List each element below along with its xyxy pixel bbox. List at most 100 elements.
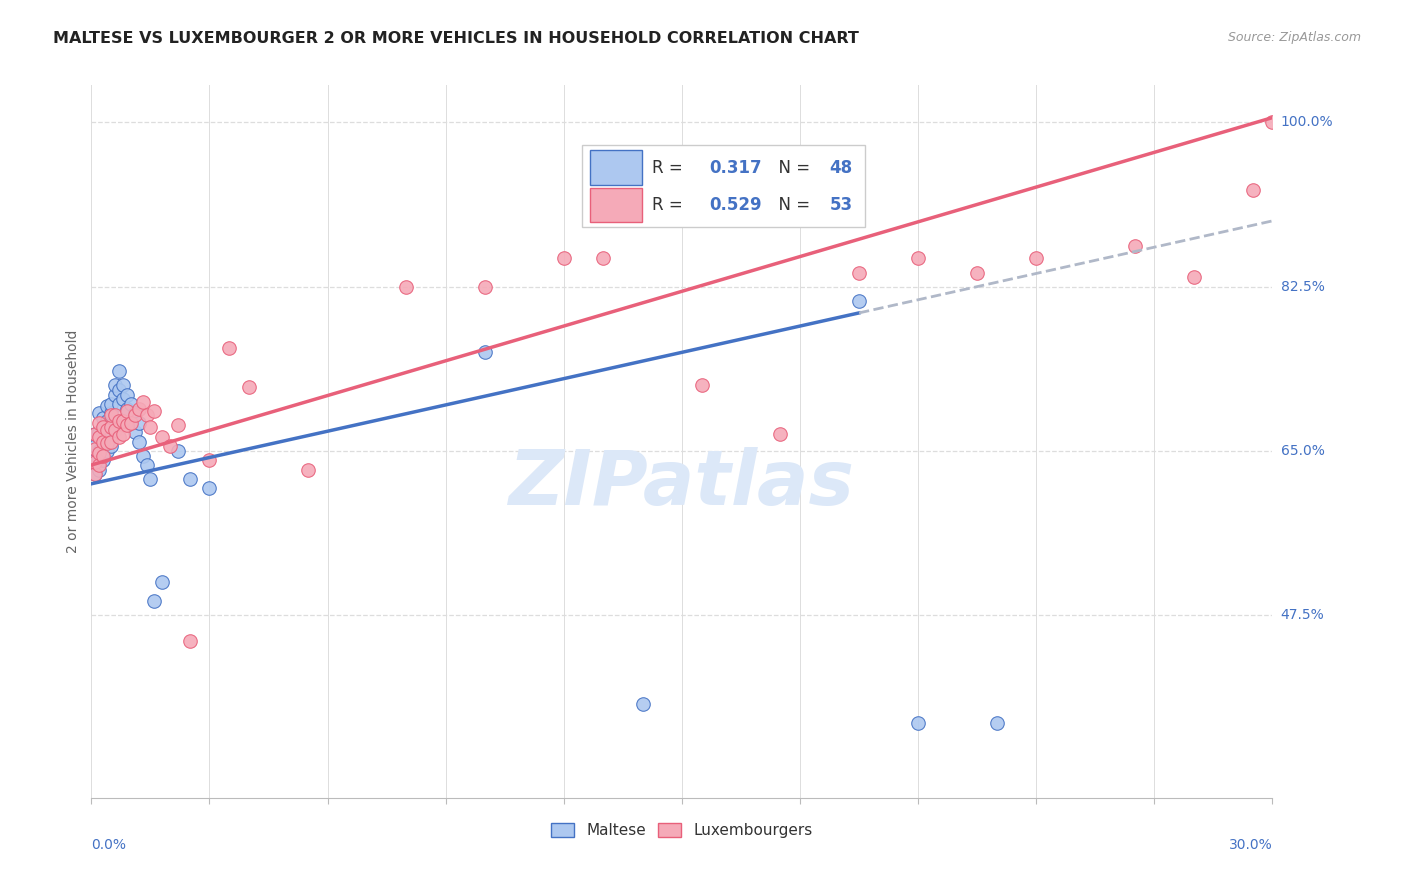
- Point: [96, 414, 118, 428]
- Point: [131, 395, 153, 409]
- Text: MALTESE VS LUXEMBOURGER 2 OR MORE VEHICLES IN HOUSEHOLD CORRELATION CHART: MALTESE VS LUXEMBOURGER 2 OR MORE VEHICL…: [53, 31, 859, 46]
- Point: [167, 444, 190, 458]
- Text: 0.0%: 0.0%: [91, 838, 127, 852]
- Legend: Maltese, Luxembourgers: Maltese, Luxembourgers: [546, 817, 818, 844]
- FancyBboxPatch shape: [589, 188, 641, 222]
- Point: [84, 467, 107, 482]
- Point: [120, 416, 142, 430]
- Point: [1182, 270, 1205, 285]
- Point: [91, 423, 114, 437]
- Point: [179, 633, 201, 648]
- Point: [96, 399, 118, 413]
- Point: [100, 409, 122, 423]
- Point: [120, 397, 142, 411]
- Point: [159, 439, 181, 453]
- FancyBboxPatch shape: [582, 145, 865, 227]
- Point: [143, 594, 166, 608]
- Point: [139, 420, 162, 434]
- Text: 30.0%: 30.0%: [1229, 838, 1272, 852]
- Point: [907, 716, 929, 731]
- Point: [1241, 183, 1264, 197]
- Point: [124, 406, 146, 420]
- Point: [139, 472, 162, 486]
- Point: [84, 439, 107, 453]
- Text: 0.317: 0.317: [709, 159, 762, 177]
- Point: [91, 411, 114, 425]
- Point: [100, 427, 122, 442]
- Point: [96, 430, 118, 444]
- Point: [128, 434, 150, 449]
- Text: 65.0%: 65.0%: [1281, 444, 1324, 458]
- Point: [89, 406, 111, 420]
- Point: [128, 401, 150, 416]
- Point: [108, 383, 131, 397]
- Point: [128, 416, 150, 430]
- Point: [100, 439, 122, 453]
- Point: [91, 449, 114, 463]
- Point: [91, 434, 114, 449]
- Point: [89, 446, 111, 460]
- Point: [104, 378, 127, 392]
- Point: [115, 404, 138, 418]
- Point: [218, 341, 240, 355]
- Point: [84, 427, 107, 442]
- Point: [96, 436, 118, 450]
- Point: [1261, 115, 1284, 129]
- Point: [631, 698, 654, 712]
- Point: [848, 266, 870, 280]
- Point: [124, 409, 146, 423]
- Point: [150, 430, 173, 444]
- Text: 82.5%: 82.5%: [1281, 279, 1324, 293]
- Point: [100, 420, 122, 434]
- Point: [91, 453, 114, 467]
- Point: [553, 252, 575, 266]
- Point: [131, 449, 153, 463]
- Point: [1123, 239, 1146, 253]
- Point: [100, 397, 122, 411]
- Point: [115, 417, 138, 432]
- Point: [100, 434, 122, 449]
- Text: Source: ZipAtlas.com: Source: ZipAtlas.com: [1227, 31, 1361, 45]
- Point: [474, 345, 496, 359]
- Point: [179, 472, 201, 486]
- Point: [592, 252, 614, 266]
- Point: [89, 430, 111, 444]
- Point: [848, 293, 870, 308]
- Point: [690, 378, 713, 392]
- Point: [108, 397, 131, 411]
- Point: [124, 425, 146, 439]
- Text: N =: N =: [768, 159, 815, 177]
- Point: [907, 252, 929, 266]
- Point: [395, 279, 418, 293]
- Point: [769, 427, 792, 442]
- Point: [84, 455, 107, 469]
- Point: [108, 364, 131, 378]
- Text: 47.5%: 47.5%: [1281, 608, 1324, 623]
- Point: [89, 416, 111, 430]
- Point: [238, 380, 260, 394]
- Point: [198, 453, 221, 467]
- Point: [91, 420, 114, 434]
- Point: [108, 430, 131, 444]
- Point: [84, 442, 107, 456]
- Point: [84, 427, 107, 442]
- Point: [111, 378, 134, 392]
- Point: [115, 401, 138, 416]
- Point: [91, 434, 114, 449]
- Point: [89, 463, 111, 477]
- Point: [135, 409, 157, 423]
- Text: R =: R =: [652, 196, 689, 214]
- Point: [115, 387, 138, 401]
- Point: [143, 404, 166, 418]
- Text: 100.0%: 100.0%: [1281, 115, 1333, 129]
- Text: ZIPatlas: ZIPatlas: [509, 448, 855, 521]
- Point: [104, 387, 127, 401]
- Point: [986, 716, 1008, 731]
- Y-axis label: 2 or more Vehicles in Household: 2 or more Vehicles in Household: [66, 330, 80, 553]
- Point: [167, 417, 190, 432]
- Point: [111, 427, 134, 442]
- Point: [104, 423, 127, 437]
- Point: [111, 414, 134, 428]
- Text: 53: 53: [830, 196, 852, 214]
- Text: 48: 48: [830, 159, 852, 177]
